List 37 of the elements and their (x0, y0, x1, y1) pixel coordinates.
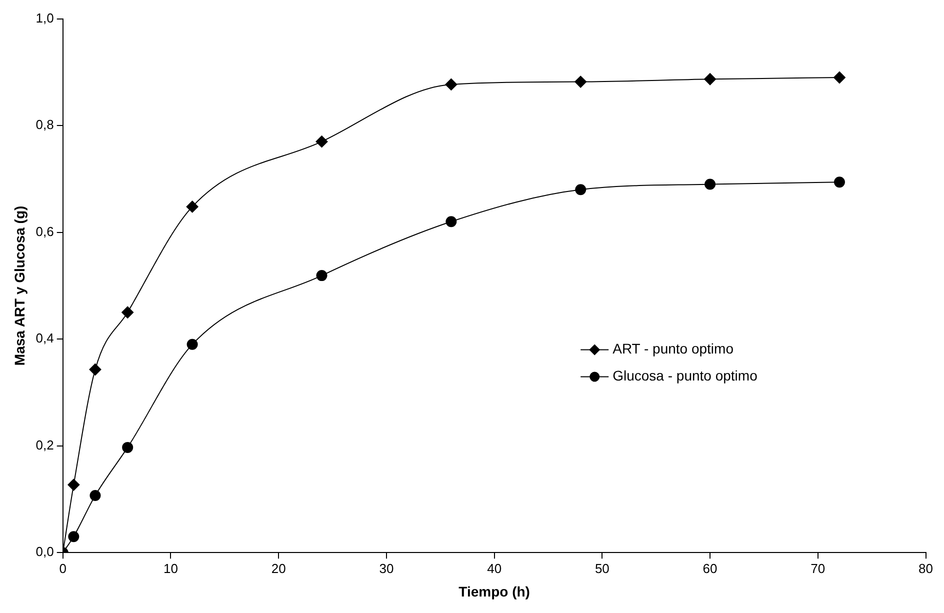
point (68, 531, 80, 542)
y-tick-label: 0,2 (36, 437, 54, 452)
x-tick-label: 80 (918, 560, 934, 576)
y-axis-title: Masa ART y Glucosa (g) (11, 206, 28, 366)
legend-label: Glucosa - punto optimo (612, 368, 758, 384)
point (834, 176, 845, 188)
point (575, 184, 586, 196)
point (68, 478, 80, 491)
legend-label: ART - punto optimo (612, 340, 734, 357)
point (122, 442, 134, 453)
x-tick-label: 10 (164, 560, 178, 576)
point (186, 200, 198, 213)
point (316, 270, 328, 282)
point (89, 364, 102, 376)
x-tick-label: 70 (810, 560, 826, 576)
x-tick-label: 50 (594, 560, 610, 576)
y-tick-label: 1,0 (36, 10, 54, 26)
point (574, 76, 587, 88)
point (445, 78, 458, 90)
point (446, 216, 457, 228)
y-tick-label: 0,8 (36, 117, 54, 132)
point (122, 306, 134, 318)
point (90, 490, 101, 501)
x-tick-label: 60 (702, 560, 718, 576)
point (704, 73, 716, 86)
x-tick-label: 30 (379, 560, 394, 576)
point (186, 338, 198, 350)
y-tick-label: 0,0 (36, 544, 54, 560)
point (833, 72, 846, 84)
y-tick-label: 0,4 (36, 330, 54, 346)
x-tick-label: 40 (487, 560, 502, 576)
x-axis-title: Tiempo (h) (458, 583, 530, 600)
point (316, 136, 328, 148)
x-tick-label: 20 (271, 560, 286, 576)
x-tick-label: 0 (59, 560, 66, 576)
y-tick-label: 0,6 (36, 224, 54, 239)
point (704, 178, 716, 190)
